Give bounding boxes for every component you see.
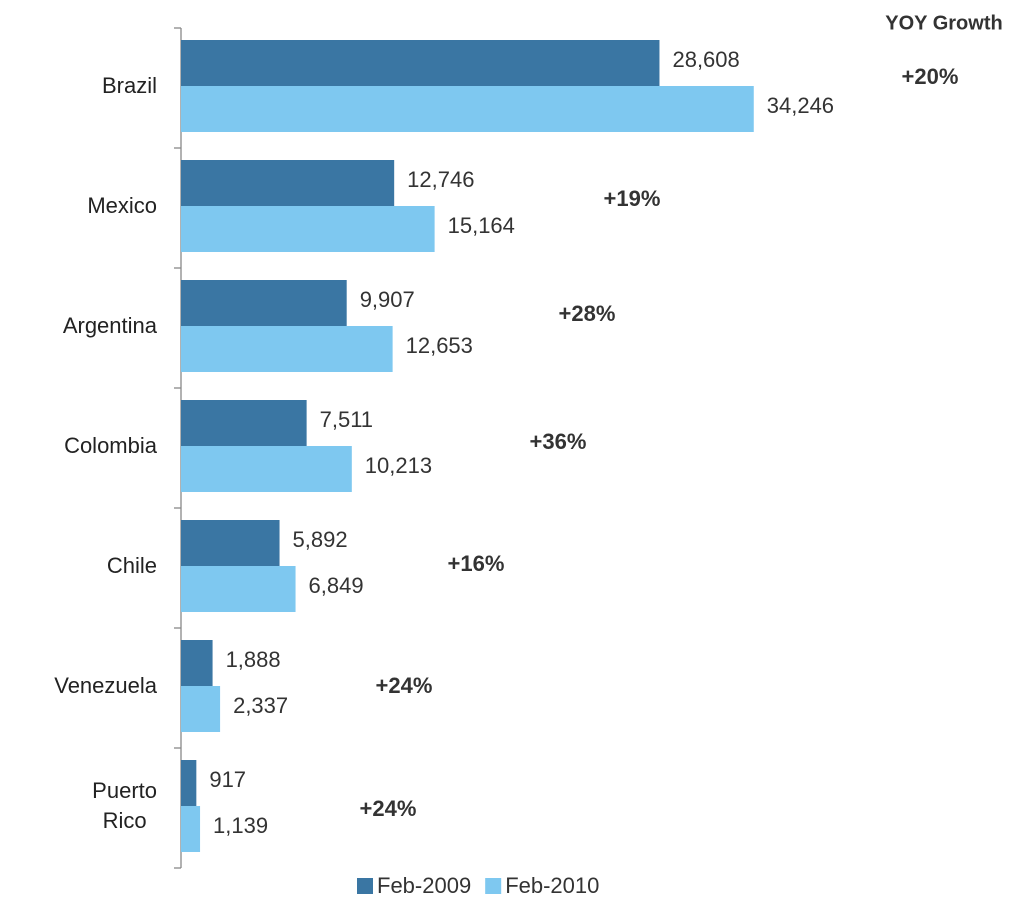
bar	[181, 280, 347, 326]
legend-label: Feb-2010	[505, 873, 599, 898]
category-label: Brazil	[101, 73, 157, 98]
category-label: Argentina	[62, 313, 157, 338]
bar	[181, 446, 352, 492]
bar	[181, 686, 221, 732]
category-label: Mexico	[87, 193, 157, 218]
value-label: 9,907	[360, 287, 415, 312]
growth-label: +28%	[559, 301, 616, 326]
legend-swatch	[485, 878, 502, 894]
value-label: 6,849	[309, 573, 364, 598]
growth-label: +24%	[376, 673, 433, 698]
value-label: 28,608	[672, 47, 739, 72]
bar	[181, 640, 213, 686]
value-label: 1,888	[226, 647, 281, 672]
bar	[181, 206, 435, 252]
bar	[181, 566, 296, 612]
category-label: Venezuela	[54, 673, 157, 698]
value-label: 2,337	[233, 693, 288, 718]
legend-label: Feb-2009	[377, 873, 471, 898]
bar	[181, 326, 393, 372]
category-label: Colombia	[64, 433, 157, 458]
category-label: Chile	[106, 553, 157, 578]
bar	[181, 160, 395, 206]
value-label: 12,653	[406, 333, 473, 358]
growth-label: +20%	[902, 64, 959, 89]
bar	[181, 86, 754, 132]
bar	[181, 806, 201, 852]
growth-label: +19%	[604, 186, 661, 211]
legend-swatch	[357, 878, 373, 894]
bar	[181, 760, 197, 806]
value-label: 1,139	[213, 813, 268, 838]
value-label: 15,164	[448, 213, 515, 238]
bar	[181, 520, 280, 566]
growth-label: +16%	[448, 551, 505, 576]
value-label: 34,246	[767, 93, 834, 118]
value-label: 10,213	[365, 453, 432, 478]
bar	[181, 400, 307, 446]
growth-label: +36%	[530, 429, 587, 454]
value-label: 7,511	[320, 407, 373, 432]
growth-label: +24%	[360, 796, 417, 821]
category-label: Puerto Rico	[92, 778, 157, 833]
value-label: 5,892	[293, 527, 348, 552]
value-label: 12,746	[407, 167, 474, 192]
annotation-title: YOY Growth	[885, 12, 1002, 34]
bar	[181, 40, 660, 86]
value-label: 917	[209, 767, 246, 792]
